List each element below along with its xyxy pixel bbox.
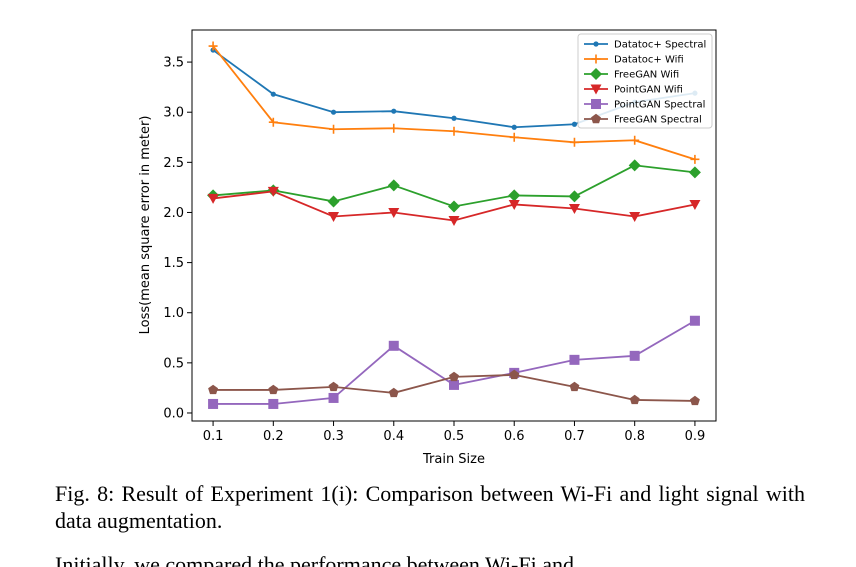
data-point <box>630 135 640 145</box>
legend-item: FreeGAN Spectral <box>584 113 702 126</box>
data-point <box>568 203 580 214</box>
legend-label: Datatoc+ Wifi <box>614 55 684 66</box>
series-pointgan-wifi <box>207 186 701 226</box>
series-freegan-spectral <box>208 369 700 406</box>
x-tick-label: 0.5 <box>444 429 465 444</box>
series-datatoc-wifi <box>208 41 700 164</box>
data-point <box>448 215 460 226</box>
data-point <box>208 384 219 395</box>
data-point <box>207 193 219 204</box>
y-tick-label: 0.5 <box>163 356 184 371</box>
legend: Datatoc+ Spectral Datatoc+ Wifi FreeGAN Wi… <box>577 33 713 129</box>
legend-frame <box>577 33 713 129</box>
data-point <box>329 124 339 134</box>
data-point <box>688 166 701 179</box>
data-point <box>449 379 459 390</box>
y-tick-label: 0.0 <box>163 406 184 421</box>
data-point <box>451 115 457 121</box>
data-point <box>208 398 219 409</box>
data-point <box>629 350 640 361</box>
data-point <box>327 195 340 208</box>
data-point <box>330 109 337 115</box>
data-point <box>449 126 459 136</box>
x-axis: 0.1 0.2 0.3 0.4 0.5 0.6 0.7 0.8 0.9 <box>203 421 706 444</box>
legend-label: PointGAN Wifi <box>614 85 683 96</box>
y-axis: 0.0 0.5 1.0 1.5 2.0 2.5 3.0 3.5 <box>163 56 192 421</box>
legend-item: PointGAN Spectral <box>584 99 705 111</box>
x-tick-label: 0.6 <box>504 429 525 444</box>
data-point <box>448 200 460 213</box>
y-tick-label: 1.5 <box>163 256 184 271</box>
legend-item: Datatoc+ Wifi <box>584 54 684 66</box>
data-point <box>389 123 399 133</box>
data-point <box>511 124 517 130</box>
legend-item: FreeGAN Wifi <box>584 68 679 81</box>
data-point <box>388 387 399 398</box>
data-point <box>568 190 581 203</box>
legend-marker <box>593 41 599 47</box>
data-point <box>208 41 218 51</box>
data-point <box>571 121 578 127</box>
body-text: Initially, we compared the performance b… <box>55 552 574 567</box>
data-point <box>270 91 276 97</box>
data-point <box>267 186 279 197</box>
line-chart: 0.1 0.2 0.3 0.4 0.5 0.6 0.7 0.8 0.9 0.0 0.5 1.0 1.5… <box>138 29 717 467</box>
data-point <box>508 199 520 210</box>
x-tick-label: 0.1 <box>203 429 224 444</box>
legend-item: PointGAN Wifi <box>584 84 683 96</box>
data-point <box>569 381 580 392</box>
data-point <box>268 384 279 395</box>
data-point <box>569 354 580 365</box>
legend-marker <box>591 54 601 64</box>
x-tick-label: 0.4 <box>383 429 404 444</box>
series-layer <box>207 41 701 409</box>
y-tick-label: 2.5 <box>163 156 184 171</box>
data-point <box>449 371 459 382</box>
data-point <box>629 394 640 405</box>
data-point <box>268 398 279 409</box>
series-freegan-wifi <box>207 159 701 213</box>
data-point <box>328 211 340 222</box>
y-axis-label: Loss(mean square error in meter) <box>138 116 153 335</box>
data-point <box>628 159 641 172</box>
data-point <box>569 137 579 147</box>
data-point <box>388 340 399 351</box>
data-point <box>629 211 641 222</box>
data-point <box>328 392 339 403</box>
legend-marker <box>590 68 602 80</box>
data-point <box>388 207 400 218</box>
x-tick-label: 0.3 <box>323 429 344 444</box>
x-tick-label: 0.8 <box>624 429 645 444</box>
legend-marker <box>591 113 601 124</box>
data-point <box>509 132 519 142</box>
legend-label: FreeGAN Wifi <box>614 70 679 81</box>
y-tick-label: 2.0 <box>163 206 184 221</box>
legend-marker <box>590 84 602 95</box>
data-point <box>689 315 700 326</box>
data-point <box>508 189 521 202</box>
data-point <box>509 369 520 380</box>
data-point <box>328 381 339 392</box>
series-pointgan-spectral <box>208 315 700 409</box>
x-tick-label: 0.9 <box>685 429 706 444</box>
x-tick-label: 0.7 <box>564 429 585 444</box>
data-point <box>689 199 701 210</box>
x-axis-label: Train Size <box>422 452 485 467</box>
y-tick-label: 3.0 <box>163 106 184 121</box>
legend-label: FreeGAN Spectral <box>614 115 702 126</box>
legend-marker <box>591 99 601 109</box>
data-point <box>391 108 397 114</box>
legend-label: PointGAN Spectral <box>614 100 705 111</box>
x-tick-label: 0.2 <box>263 429 284 444</box>
legend-label: Datatoc+ Spectral <box>614 40 706 51</box>
data-point <box>689 395 700 406</box>
data-point <box>268 117 278 127</box>
data-point <box>690 154 700 164</box>
data-point <box>387 179 400 192</box>
y-tick-label: 3.5 <box>163 56 184 71</box>
legend-item: Datatoc+ Spectral <box>584 40 706 51</box>
figure-caption: Fig. 8: Result of Experiment 1(i): Compa… <box>55 481 805 533</box>
y-tick-label: 1.0 <box>163 306 184 321</box>
